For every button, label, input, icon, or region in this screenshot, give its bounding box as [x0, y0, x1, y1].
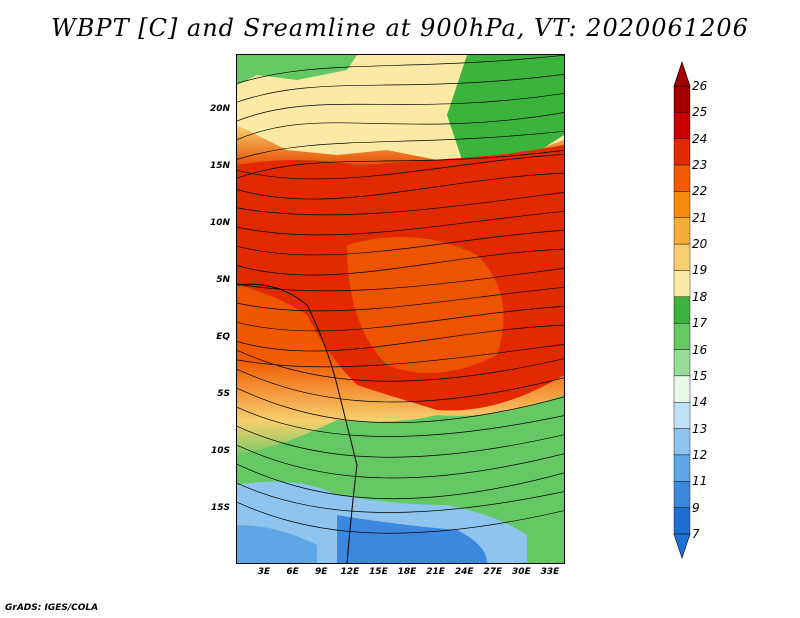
streamline	[237, 501, 564, 534]
streamline	[237, 482, 564, 513]
colorbar-label: 26	[692, 79, 708, 93]
colorbar-label: 18	[692, 289, 708, 304]
colorbar-segment	[673, 428, 691, 456]
lat-label: 20N	[209, 104, 230, 114]
lon-label: 33E	[540, 567, 560, 577]
streamline	[237, 406, 564, 437]
colorbar-label: 21	[692, 210, 708, 225]
colorbar-segment	[673, 85, 691, 113]
streamline	[237, 268, 564, 292]
streamlines	[237, 55, 564, 534]
colorbar-label: 12	[692, 447, 708, 462]
northwest-green-region	[237, 55, 357, 85]
colorbar-segment	[673, 270, 691, 298]
lon-label: 9E	[314, 567, 328, 577]
lon-label: 18E	[397, 567, 417, 577]
lon-label: 24E	[454, 567, 474, 577]
streamline	[237, 229, 564, 256]
colorbar-label: 19	[692, 263, 708, 278]
streamline	[237, 349, 564, 382]
streamline	[237, 324, 564, 352]
coastline	[237, 283, 358, 563]
streamline	[237, 463, 564, 500]
lat-label: 15N	[209, 161, 230, 171]
streamline	[237, 150, 564, 179]
colorbar-segment	[673, 164, 691, 192]
lat-label: 5N	[216, 275, 230, 285]
colorbar-bottom-arrow	[673, 533, 691, 559]
colorbar-segment	[673, 217, 691, 245]
colorbar	[673, 61, 691, 559]
streamline	[237, 74, 564, 103]
cool-pocket	[317, 131, 347, 153]
colorbar-label: 16	[692, 342, 708, 357]
colorbar-label: 15	[692, 368, 708, 383]
colorbar-segment	[673, 375, 691, 403]
streamline	[237, 153, 564, 180]
streamline	[237, 425, 564, 458]
colorbar-segment	[673, 296, 691, 324]
streamline	[237, 305, 564, 332]
colorbar-segment	[673, 191, 691, 218]
colorbar-label: 23	[692, 158, 708, 173]
south-deep-blue-region	[337, 515, 487, 563]
streamline	[237, 368, 564, 403]
southwest-blue-region	[237, 525, 317, 563]
warm-inner-region	[347, 237, 504, 373]
colorbar-label: 22	[692, 184, 708, 199]
streamline	[237, 130, 564, 160]
streamline	[237, 344, 564, 368]
lon-label: 30E	[512, 567, 531, 577]
lon-label: 12E	[340, 567, 360, 577]
lon-label: 27E	[483, 567, 503, 577]
map-panel	[236, 54, 565, 564]
colorbar-label: 14	[692, 395, 708, 410]
colorbar-segment	[673, 349, 691, 377]
colorbar-label: 7	[692, 527, 700, 541]
colorbar-segment	[673, 138, 691, 166]
streamline	[237, 93, 564, 122]
colorbar-segment	[673, 481, 691, 508]
lat-label: 5S	[217, 389, 230, 399]
lon-label: 21E	[426, 567, 445, 577]
lat-label: 10N	[209, 218, 230, 228]
streamline	[237, 444, 564, 479]
colorbar-label: 25	[692, 105, 708, 120]
lat-label: EQ	[216, 332, 230, 342]
streamline	[237, 112, 564, 141]
colorbar-label: 20	[692, 237, 708, 252]
streamline	[237, 210, 564, 236]
lon-label: 6E	[286, 567, 299, 577]
colorbar-segment	[673, 322, 691, 350]
streamline	[237, 55, 564, 84]
streamline	[237, 387, 564, 424]
grads-credit: GrADS: IGES/COLA	[5, 603, 99, 613]
lat-label: 10S	[210, 446, 230, 456]
colorbar-label: 11	[692, 474, 708, 489]
lat-label: 15S	[210, 503, 230, 513]
map-title: WBPT [C] and Sreamline at 900hPa, VT: 20…	[51, 14, 749, 42]
colorbar-label: 13	[692, 421, 708, 436]
colorbar-segment	[673, 243, 691, 271]
colorbar-segment	[673, 112, 691, 139]
colorbar-segment	[673, 402, 691, 429]
colorbar-label: 24	[692, 131, 708, 146]
wbpt-field	[237, 55, 564, 563]
streamline	[237, 286, 564, 312]
colorbar-top-arrow	[673, 61, 691, 87]
lon-label: 15E	[369, 567, 388, 577]
colorbar-segment	[673, 507, 691, 535]
streamline	[237, 172, 564, 200]
colorbar-label: 9	[692, 500, 700, 515]
colorbar-label: 17	[692, 316, 708, 331]
colorbar-segment	[673, 454, 691, 482]
streamline	[237, 248, 564, 276]
lon-label: 3E	[257, 567, 271, 577]
streamline	[237, 192, 564, 216]
